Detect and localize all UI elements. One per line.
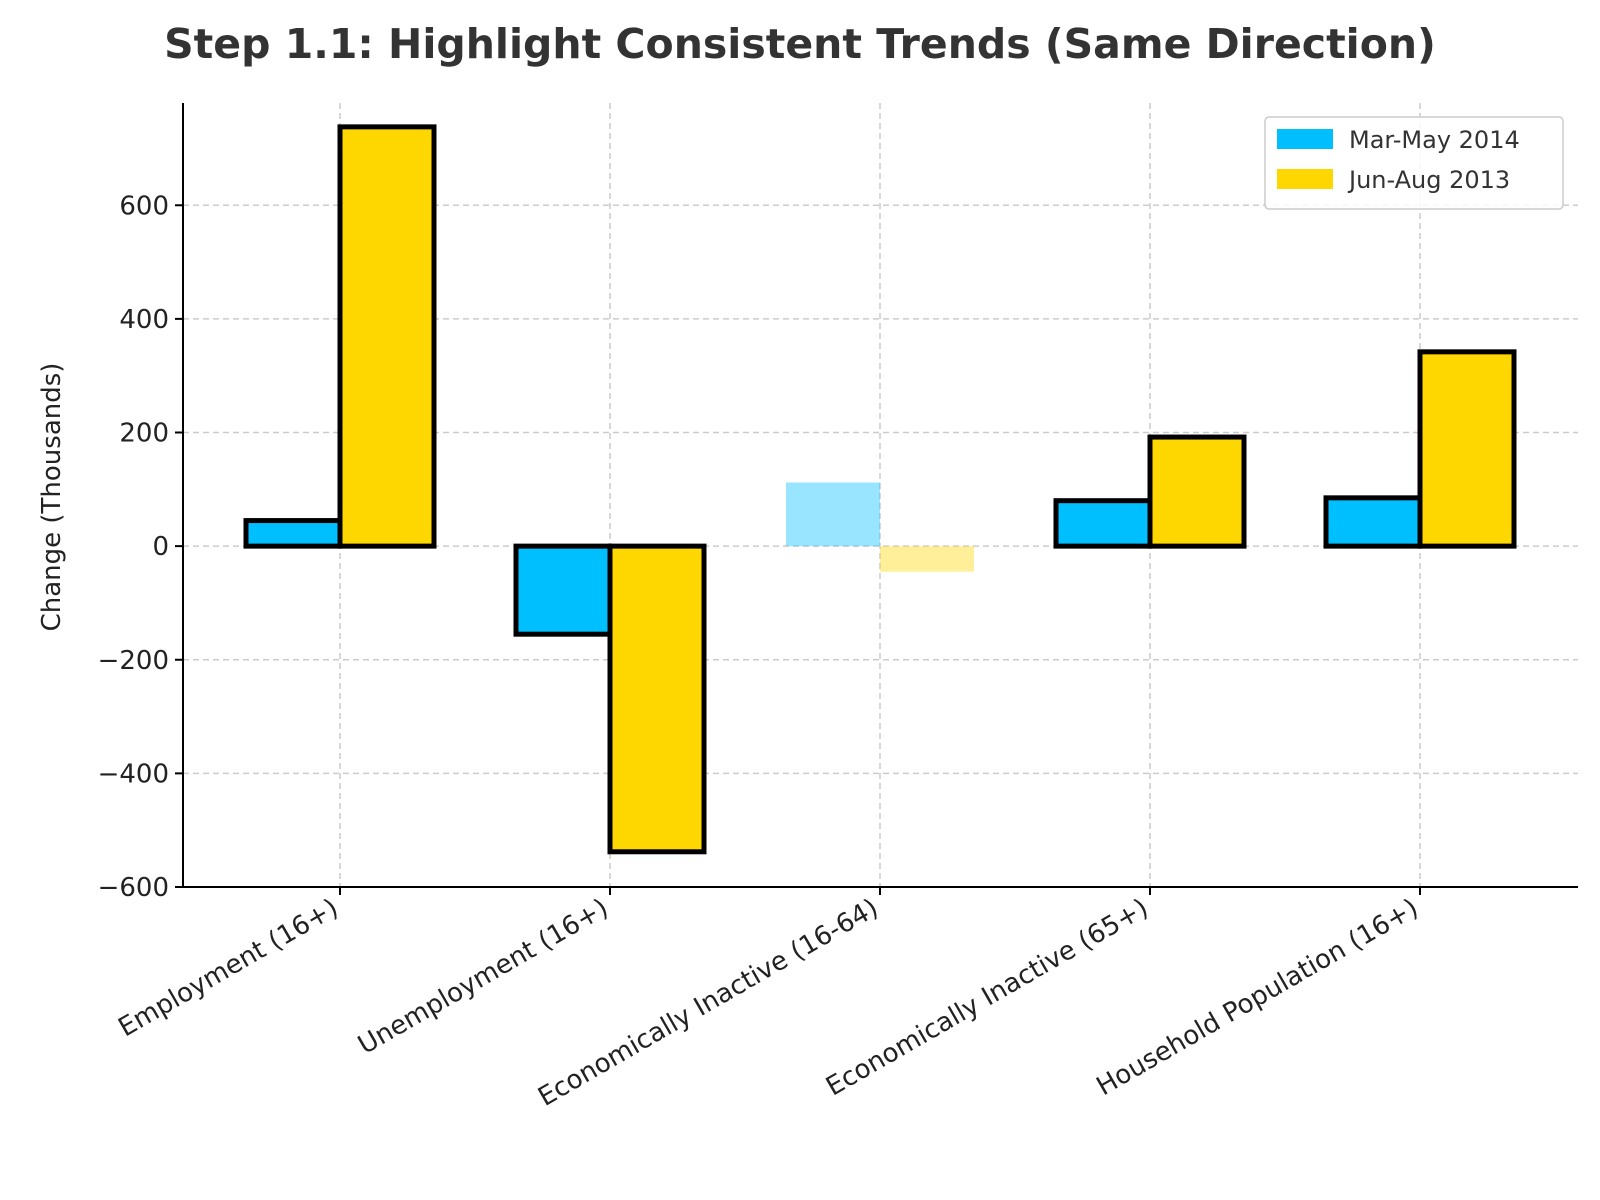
legend-label-1: Jun-Aug 2013	[1347, 166, 1510, 194]
y-tick-label-0: −600	[98, 873, 169, 903]
y-tick-label-5: 400	[119, 305, 169, 335]
bar-mar-may-2014-1	[513, 543, 613, 637]
bar-jun-aug-2013-4	[1417, 349, 1517, 549]
y-tick-label-3: 0	[152, 532, 169, 562]
legend-swatch-0	[1277, 129, 1333, 149]
x-tick-label-1: Unemployment (16+)	[353, 893, 613, 1061]
x-tick-label-0: Employment (16+)	[114, 893, 344, 1043]
bar-jun-aug-2013-3	[1147, 434, 1247, 549]
legend: Mar-May 2014 Jun-Aug 2013	[1264, 116, 1564, 210]
y-tick-label-4: 200	[119, 419, 169, 449]
chart-title: Step 1.1: Highlight Consistent Trends (S…	[164, 20, 1436, 68]
bars-layer	[243, 124, 1517, 855]
x-ticks: Employment (16+) Unemployment (16+)Econom…	[114, 887, 1424, 1113]
legend-label-0: Mar-May 2014	[1349, 126, 1520, 154]
y-tick-label-1: −400	[98, 759, 169, 789]
bar-mar-may-2014-3	[1053, 498, 1153, 549]
bar-mar-may-2014-0	[243, 518, 343, 549]
bar-jun-aug-2013-0	[337, 124, 437, 549]
y-tick-label-2: −200	[98, 646, 169, 676]
y-axis-label: Change (Thousands)	[37, 363, 67, 632]
bar-jun-aug-2013-2	[880, 546, 974, 572]
y-ticks: −600 −400 −200 0 200 400 600	[98, 191, 183, 903]
y-tick-label-6: 600	[119, 191, 169, 221]
bar-jun-aug-2013-1	[607, 543, 707, 855]
legend-frame	[1264, 116, 1564, 210]
bar-mar-may-2014-4	[1323, 495, 1423, 549]
legend-swatch-1	[1277, 169, 1333, 189]
bar-mar-may-2014-2	[786, 482, 880, 547]
